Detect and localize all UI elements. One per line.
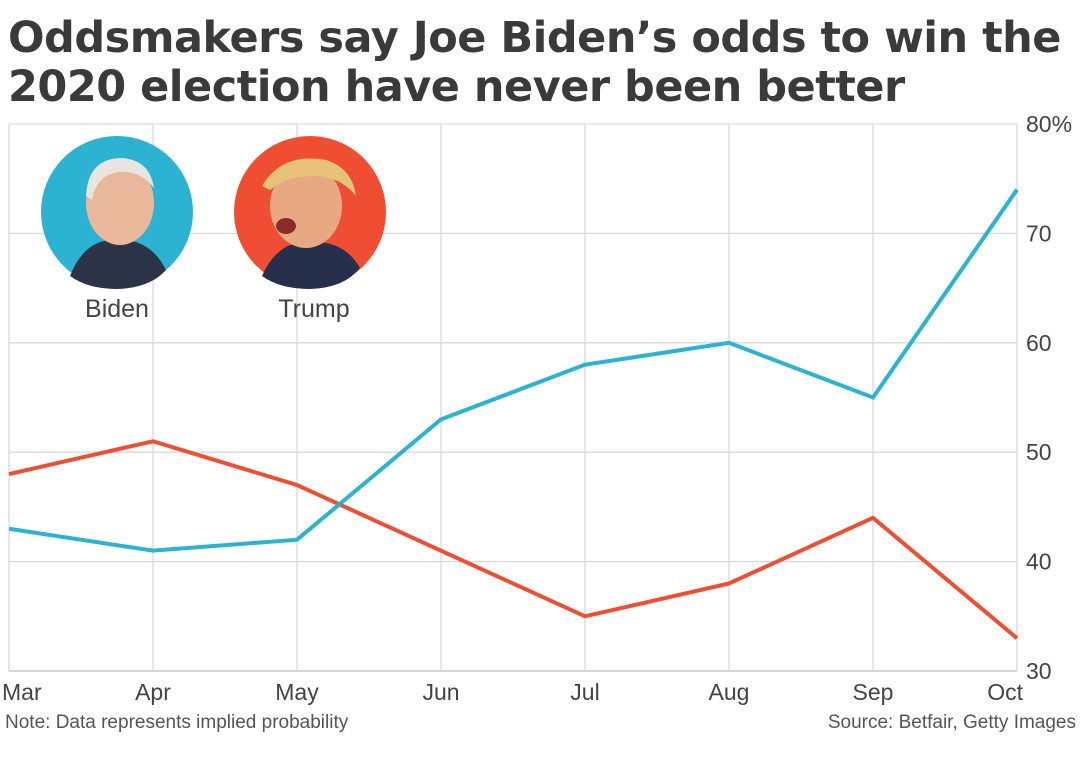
biden-portrait-body (70, 239, 166, 289)
x-tick-label: Jun (422, 679, 459, 705)
chart-note: Note: Data represents implied probabilit… (5, 712, 349, 733)
x-tick-label: May (275, 679, 319, 705)
y-tick-label: 80% (1026, 111, 1072, 137)
trump-portrait-body (262, 241, 360, 289)
trump-portrait-label: Trump (278, 295, 349, 323)
trump-portrait-mouth (276, 218, 296, 234)
series (8, 188, 1019, 640)
y-tick-label: 30 (1026, 658, 1052, 684)
trump-portrait (234, 136, 386, 289)
x-tick-label: Oct (987, 679, 1023, 705)
chart-source: Source: Betfair, Getty Images (827, 712, 1076, 733)
x-tick-label: Sep (853, 679, 894, 705)
biden-portrait-face (86, 161, 154, 245)
biden-portrait-hair (86, 158, 154, 200)
x-tick-label: Mar (2, 679, 42, 705)
x-tick-label: Jul (570, 679, 599, 705)
trump-portrait-hair (262, 158, 356, 196)
chart-title: Oddsmakers say Joe Biden’s odds to win t… (8, 13, 1061, 112)
x-tick-label: Aug (709, 679, 750, 705)
series-line-trump (8, 439, 1019, 640)
y-tick-label: 40 (1026, 549, 1052, 575)
y-tick-label: 70 (1026, 220, 1052, 246)
biden-portrait (41, 136, 193, 289)
x-tick-label: Apr (135, 679, 171, 705)
portraits: Biden Trump (41, 136, 386, 323)
biden-portrait-label: Biden (85, 295, 149, 323)
y-tick-label: 50 (1026, 439, 1052, 465)
series-line-biden (8, 188, 1019, 553)
y-tick-label: 60 (1026, 330, 1052, 356)
tick-labels: 30 40 50 60 70 80% Mar Apr May Jun Jul Aug Sep Oct (2, 111, 1072, 705)
